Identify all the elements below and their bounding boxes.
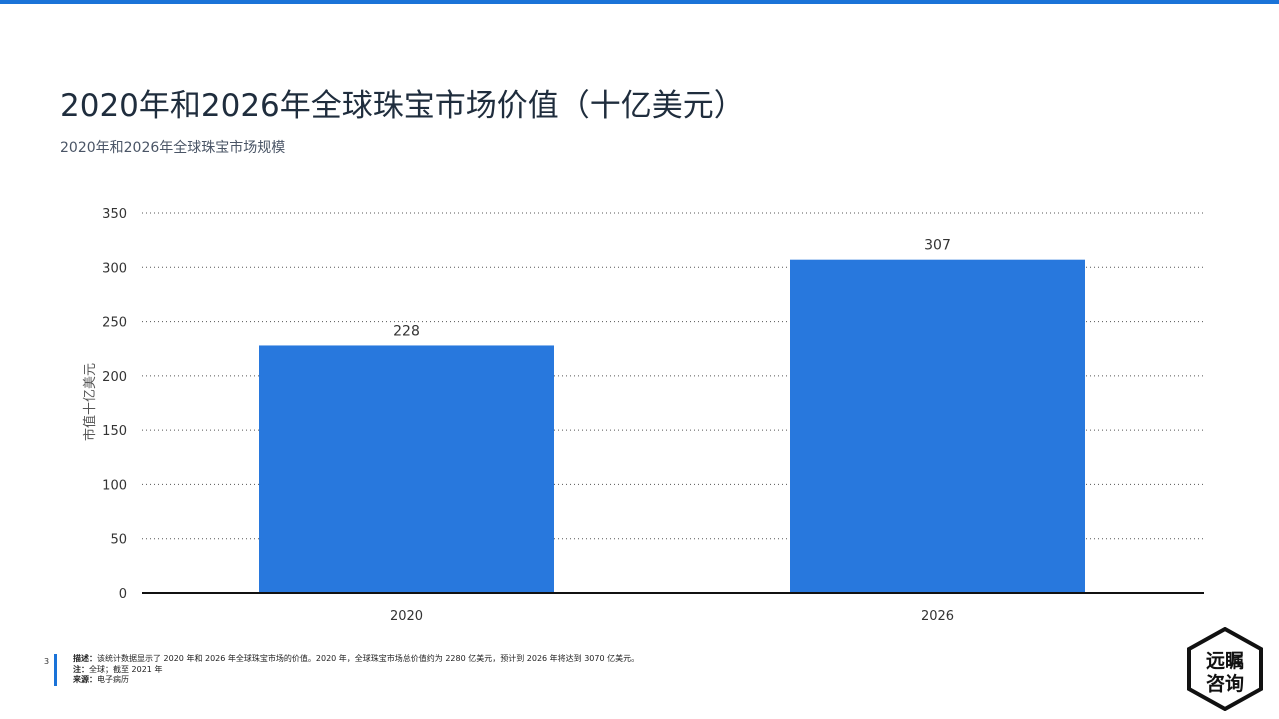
data-label-2026: 307 [924, 238, 951, 254]
footer-source: 来源：电子病历 [73, 675, 129, 684]
brand-logo: 远瞩 咨询 [1187, 627, 1263, 711]
y-axis-title: 市值十亿美元 [82, 363, 98, 441]
x-axis-ticks: 2020 2026 [390, 609, 954, 624]
bar-2020 [259, 345, 554, 593]
bar-2026 [790, 259, 1085, 593]
footer-description: 描述：该统计数据显示了 2020 年和 2026 年全球珠宝市场的价值。2020… [73, 654, 640, 663]
page-subtitle: 2020年和2026年全球珠宝市场规模 [60, 140, 286, 156]
footer-notes: 描述：该统计数据显示了 2020 年和 2026 年全球珠宝市场的价值。2020… [54, 654, 639, 686]
data-label-2020: 228 [393, 323, 420, 339]
y-tick-label: 250 [102, 316, 127, 331]
chart-bars: 228 307 [259, 238, 1085, 593]
y-tick-label: 50 [110, 533, 127, 548]
y-tick-label: 300 [102, 261, 127, 276]
top-accent-bar [0, 0, 1279, 4]
y-tick-label: 350 [102, 207, 127, 222]
y-axis-ticks: 0 50 100 150 200 250 300 350 [102, 207, 127, 602]
y-tick-label: 100 [102, 478, 127, 493]
page-number: 3 [44, 657, 50, 666]
page-title: 2020年和2026年全球珠宝市场价值（十亿美元） [60, 88, 745, 124]
x-tick-label-2026: 2026 [921, 609, 954, 624]
y-tick-label: 0 [119, 587, 127, 602]
svg-text:咨询: 咨询 [1206, 672, 1244, 695]
svg-text:远瞩: 远瞩 [1206, 650, 1244, 672]
footer-note: 注：全球；截至 2021 年 [73, 664, 163, 674]
y-tick-label: 200 [102, 370, 127, 385]
x-tick-label-2020: 2020 [390, 609, 423, 624]
y-tick-label: 150 [102, 424, 127, 439]
